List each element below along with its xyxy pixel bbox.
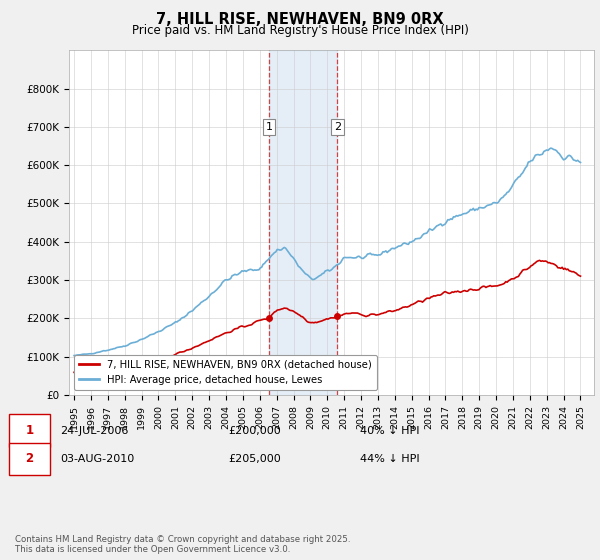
Text: 24-JUL-2006: 24-JUL-2006	[60, 426, 128, 436]
Text: Price paid vs. HM Land Registry's House Price Index (HPI): Price paid vs. HM Land Registry's House …	[131, 24, 469, 36]
Text: 1: 1	[266, 122, 273, 132]
Text: 1: 1	[25, 424, 34, 437]
Text: Contains HM Land Registry data © Crown copyright and database right 2025.
This d: Contains HM Land Registry data © Crown c…	[15, 535, 350, 554]
Bar	[269, 50, 337, 395]
Text: 44% ↓ HPI: 44% ↓ HPI	[360, 454, 419, 464]
Text: 7, HILL RISE, NEWHAVEN, BN9 0RX: 7, HILL RISE, NEWHAVEN, BN9 0RX	[156, 12, 444, 27]
Text: 2: 2	[334, 122, 341, 132]
Legend: 7, HILL RISE, NEWHAVEN, BN9 0RX (detached house), HPI: Average price, detached h: 7, HILL RISE, NEWHAVEN, BN9 0RX (detache…	[74, 355, 377, 390]
Text: 2: 2	[25, 452, 34, 465]
Text: £205,000: £205,000	[228, 454, 281, 464]
Text: £200,000: £200,000	[228, 426, 281, 436]
Text: 03-AUG-2010: 03-AUG-2010	[60, 454, 134, 464]
Text: 40% ↓ HPI: 40% ↓ HPI	[360, 426, 419, 436]
